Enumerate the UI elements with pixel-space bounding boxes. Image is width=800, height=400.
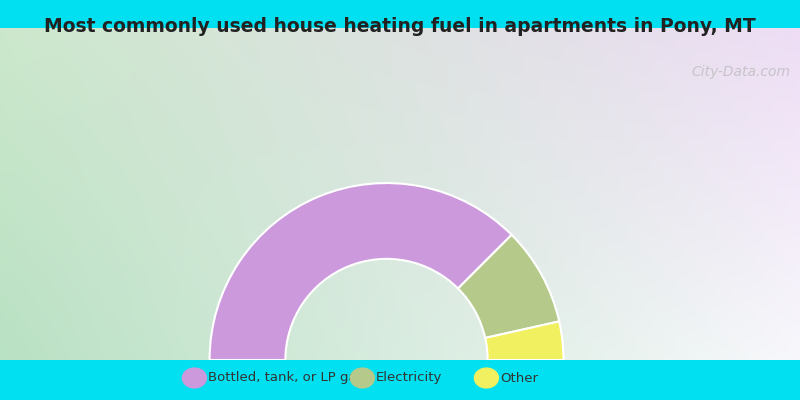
- Wedge shape: [210, 183, 512, 360]
- Ellipse shape: [474, 368, 498, 388]
- Wedge shape: [458, 235, 559, 338]
- Text: Bottled, tank, or LP gas: Bottled, tank, or LP gas: [208, 372, 363, 384]
- Wedge shape: [485, 321, 563, 360]
- Text: Electricity: Electricity: [376, 372, 442, 384]
- Ellipse shape: [350, 368, 374, 388]
- Text: Other: Other: [500, 372, 538, 384]
- Ellipse shape: [182, 368, 206, 388]
- Text: Most commonly used house heating fuel in apartments in Pony, MT: Most commonly used house heating fuel in…: [44, 17, 756, 36]
- Text: City-Data.com: City-Data.com: [691, 65, 790, 79]
